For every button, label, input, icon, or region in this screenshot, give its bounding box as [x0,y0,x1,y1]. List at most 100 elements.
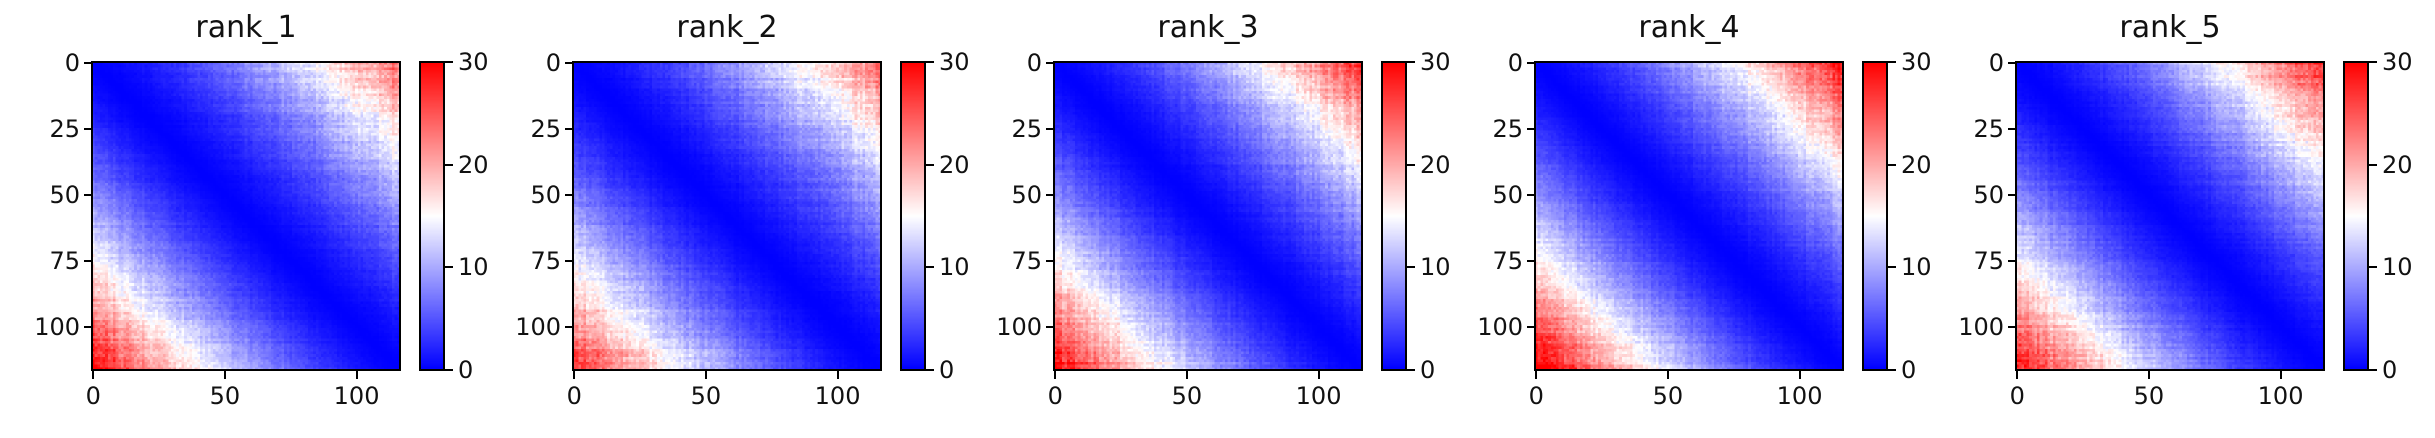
colorbar [420,62,444,370]
colorbar-tick-label: 10 [458,253,489,282]
colorbar-tick-label: 20 [2382,150,2413,179]
colorbar-tick-label: 10 [939,253,970,282]
x-tick-mark [1185,371,1188,379]
heatmap-panel-5: rank_5 0 25 50 75 100 0 50 100 0 10 20 30 [1924,0,2412,438]
colorbar-tick-label: 30 [1901,48,1932,76]
x-tick-label: 100 [814,382,861,410]
colorbar-tick-label: 10 [2382,253,2413,282]
y-tick-mark [1046,259,1054,262]
heatmap-cells [1054,62,1362,370]
heatmap-frame [91,61,401,371]
colorbar [1382,62,1406,370]
y-tick-label: 100 [1958,312,2004,341]
x-tick-label: 0 [566,382,582,410]
y-tick-label: 25 [1492,115,1523,144]
x-tick-label: 50 [209,382,241,410]
heatmap-panel-1: rank_1 0 25 50 75 100 0 50 100 0 10 20 30 [0,0,488,438]
colorbar-tick-label: 20 [1420,150,1451,179]
colorbar-tick-label: 30 [939,48,970,76]
y-tick-mark [2008,128,2016,131]
y-tick-mark [84,128,92,131]
y-tick-mark [1527,193,1535,196]
x-tick-label: 50 [1652,382,1684,410]
colorbar-tick-label: 30 [1420,48,1451,76]
y-tick-mark [84,325,92,328]
colorbar-tick-mark [445,163,453,166]
colorbar-tick-label: 0 [2382,356,2398,384]
heatmap-frame [1053,61,1363,371]
colorbar-tick-mark [1888,369,1896,371]
colorbar-tick-mark [2369,61,2377,63]
x-tick-mark [1666,371,1669,379]
x-tick-mark [223,371,226,379]
y-tick-label: 0 [1988,49,2004,78]
colorbar-tick-label: 20 [1901,150,1932,179]
y-tick-mark [84,259,92,262]
y-tick-mark [84,193,92,196]
colorbar-tick-mark [926,163,934,166]
heatmap-panel-3: rank_3 0 25 50 75 100 0 50 100 0 10 20 30 [962,0,1450,438]
chart-title: rank_1 [195,10,297,45]
y-tick-label: 25 [49,115,80,144]
y-tick-label: 25 [1011,115,1042,144]
x-tick-label: 0 [1047,382,1063,410]
colorbar-tick-label: 20 [939,150,970,179]
x-tick-mark [704,371,707,379]
colorbar-tick-label: 10 [1420,253,1451,282]
colorbar-frame [1381,61,1407,371]
x-tick-mark [92,371,95,379]
chart-title: rank_3 [1157,10,1259,45]
colorbar-tick-mark [445,369,453,371]
colorbar-tick-mark [1407,266,1415,269]
y-tick-label: 50 [49,180,80,209]
x-tick-mark [2279,371,2282,379]
colorbar-tick-mark [445,266,453,269]
colorbar-frame [419,61,445,371]
y-tick-mark [1527,325,1535,328]
x-tick-label: 50 [690,382,722,410]
x-tick-label: 100 [333,382,380,410]
colorbar-tick-mark [1407,163,1415,166]
colorbar-tick-mark [1407,61,1415,63]
y-tick-mark [565,259,573,262]
colorbar-tick-mark [1407,369,1415,371]
y-tick-mark [2008,259,2016,262]
y-tick-label: 100 [996,312,1042,341]
x-tick-label: 50 [1171,382,1203,410]
y-tick-mark [565,193,573,196]
x-tick-mark [1535,371,1538,379]
y-tick-mark [1046,62,1054,65]
y-tick-mark [84,62,92,65]
colorbar-frame [2343,61,2369,371]
colorbar-tick-label: 30 [458,48,489,76]
x-tick-mark [2016,371,2019,379]
x-tick-label: 100 [1776,382,1823,410]
y-tick-label: 75 [530,246,561,275]
colorbar-tick-mark [2369,163,2377,166]
colorbar-tick-label: 0 [1901,356,1917,384]
y-tick-label: 100 [34,312,80,341]
colorbar-tick-label: 0 [1420,356,1436,384]
colorbar-tick-label: 0 [939,356,955,384]
y-tick-label: 0 [1026,49,1042,78]
y-tick-label: 100 [515,312,561,341]
y-tick-mark [565,62,573,65]
x-tick-mark [2147,371,2150,379]
y-tick-mark [1046,325,1054,328]
chart-title: rank_2 [676,10,778,45]
y-tick-label: 50 [1973,180,2004,209]
y-tick-label: 0 [1507,49,1523,78]
y-tick-mark [1046,128,1054,131]
x-tick-mark [836,371,839,379]
colorbar [2344,62,2368,370]
x-tick-label: 0 [2009,382,2025,410]
y-tick-mark [2008,62,2016,65]
y-tick-mark [1527,62,1535,65]
y-tick-mark [1527,259,1535,262]
colorbar-tick-label: 0 [458,356,474,384]
y-tick-label: 0 [64,49,80,78]
y-tick-label: 50 [1492,180,1523,209]
colorbar [1863,62,1887,370]
colorbar-tick-mark [2369,369,2377,371]
